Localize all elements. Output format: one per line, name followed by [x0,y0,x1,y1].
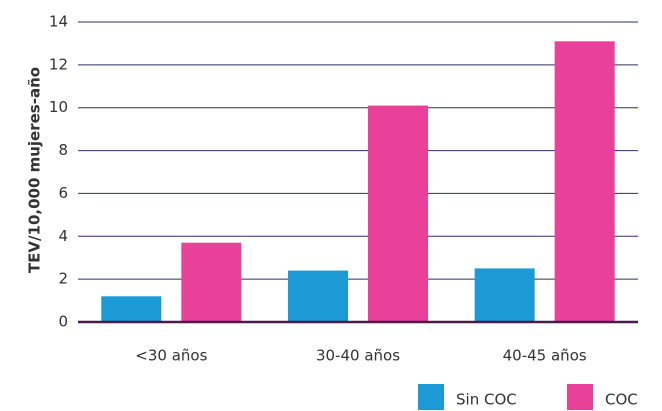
y-tick-label: 10 [49,98,68,116]
y-tick-label: 12 [49,55,68,73]
x-tick-label: 40-45 años [503,347,587,365]
y-axis-label: TEV/10,000 mujeres-año [26,67,44,273]
legend-swatch [567,384,593,410]
bar [474,268,535,322]
bar [181,242,242,322]
x-tick-label: 30-40 años [316,347,400,365]
bar [101,296,162,322]
y-tick-label: 8 [58,141,68,159]
bar [554,41,615,323]
y-tick-label: 4 [58,227,68,245]
legend-swatch [418,384,444,410]
y-tick-label: 0 [58,313,68,331]
legend-label: Sin COC [456,391,517,409]
y-tick-label: 6 [58,184,68,202]
y-tick-label: 14 [49,13,68,31]
y-tick-label: 2 [58,270,68,288]
bar [368,105,428,322]
x-tick-label: <30 años [135,347,207,365]
legend-label: COC [605,391,638,409]
bar [288,270,348,322]
